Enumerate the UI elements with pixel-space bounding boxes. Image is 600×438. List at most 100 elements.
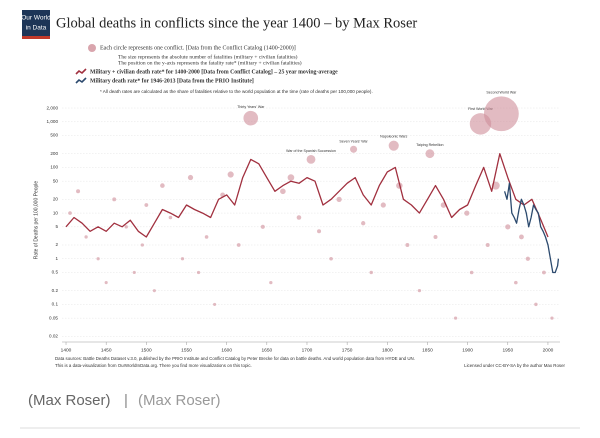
y-tick-label: 0.05	[49, 315, 58, 320]
x-tick-label: 1500	[141, 347, 152, 353]
conflict-circle	[196, 270, 201, 275]
rate-line	[503, 182, 560, 274]
conflict-label: War of the Spanish Succession	[286, 149, 336, 153]
y-tick-label: 500	[50, 133, 58, 138]
conflict-circle	[433, 234, 438, 239]
y-tick-label: 1	[55, 256, 58, 261]
source: Data sources: Battle Deaths Dataset v.3.…	[55, 356, 415, 361]
caption-separator: |	[124, 392, 128, 409]
x-tick-label: 1400	[61, 347, 72, 353]
conflict-circle	[485, 243, 490, 247]
conflict-circle	[140, 243, 144, 247]
conflict-circle	[380, 202, 386, 208]
source: This is a data-visualization from OurWor…	[55, 363, 252, 368]
conflict-circle	[550, 316, 554, 320]
logo-text: in Data	[26, 25, 47, 32]
conflict-circle	[84, 235, 88, 239]
rate-line	[65, 153, 549, 238]
conflict-circle	[112, 197, 117, 202]
y-tick-label: 20	[53, 197, 59, 202]
y-tick-label: 10	[53, 210, 59, 215]
conflict-circle	[306, 154, 316, 164]
x-tick-label: 2000	[543, 347, 554, 353]
conflict-circle	[68, 211, 72, 215]
conflict-circle	[243, 110, 259, 126]
conflict-circle	[76, 189, 81, 194]
conflict-circle	[204, 235, 209, 239]
conflict-circle	[152, 289, 156, 293]
conflict-label: Napoleonic Wars	[380, 135, 407, 139]
conflict-label: Seven Years' War	[339, 140, 368, 144]
x-tick-label: 1950	[502, 347, 513, 353]
y-axis-label: Rate of Deaths per 100,000 People	[33, 181, 39, 260]
conflict-circle	[329, 256, 333, 261]
conflict-circle	[180, 257, 185, 261]
conflict-label: Taiping Rebellion	[416, 143, 443, 147]
conflict-circle	[227, 171, 234, 178]
y-tick-label: 0.1	[52, 302, 59, 307]
conflict-circle	[236, 243, 241, 247]
conflict-circle	[534, 302, 538, 307]
x-tick-label: 1800	[382, 347, 393, 353]
y-tick-label: 2	[55, 242, 58, 247]
conflict-circle	[296, 215, 302, 220]
conflict-circle	[132, 270, 136, 275]
chart-frame	[20, 0, 580, 376]
conflict-label: First World War	[468, 107, 494, 111]
conflict-circle	[104, 281, 108, 285]
legend-marker	[75, 68, 87, 75]
conflict-circle	[519, 234, 524, 240]
conflict-circle	[483, 96, 519, 132]
conflict-circle	[361, 221, 366, 226]
conflict-circle	[425, 149, 435, 159]
y-tick-label: 2,000	[47, 105, 59, 110]
y-tick-label: 1,000	[47, 119, 59, 124]
conflict-circle	[269, 280, 273, 285]
y-tick-label: 50	[53, 178, 59, 183]
caption: (Max Roser)	[138, 392, 221, 409]
y-tick-label: 0.5	[52, 270, 59, 275]
conflict-circle	[124, 225, 128, 229]
license: Licensed under CC-BY-SA by the author Ma…	[464, 363, 565, 368]
y-tick-label: 200	[50, 151, 58, 156]
footnote: * All death rates are calculated as the …	[100, 89, 373, 94]
conflict-circle	[144, 203, 149, 207]
conflict-circle	[168, 215, 173, 220]
note: The size represents the absolute number …	[118, 53, 298, 60]
logo	[22, 10, 50, 38]
logo-stripe	[22, 36, 50, 39]
conflict-label: Thirty Years' War	[237, 105, 265, 109]
x-tick-label: 1900	[462, 347, 473, 353]
logo-text: Our World	[21, 15, 51, 22]
note: The position on the y-axis represents th…	[118, 59, 302, 66]
x-tick-label: 1850	[422, 347, 433, 353]
y-tick-label: 0.2	[52, 288, 59, 293]
conflict-label: Second World War	[486, 90, 517, 94]
conflict-circle	[405, 243, 410, 247]
conflict-circle	[336, 196, 342, 202]
conflict-circle	[260, 224, 265, 229]
legend-marker	[88, 44, 96, 52]
conflict-circle	[453, 316, 458, 320]
conflict-circle	[369, 270, 373, 275]
y-tick-label: 100	[50, 165, 58, 170]
x-tick-label: 1750	[342, 347, 353, 353]
legend-label: Each circle represents one conflict. [Da…	[100, 44, 296, 51]
conflict-circle	[160, 183, 165, 188]
y-tick-label: 5	[55, 224, 58, 229]
x-tick-label: 1450	[101, 347, 112, 353]
conflict-circle	[417, 288, 422, 293]
conflict-circle	[514, 280, 518, 285]
conflict-circle	[96, 257, 100, 261]
x-tick-label: 1650	[261, 347, 272, 353]
caption: (Max Roser)	[28, 392, 111, 409]
legend-label: Military + civilian death rate* for 1400…	[90, 69, 338, 75]
x-tick-label: 1700	[302, 347, 313, 353]
x-tick-label: 1600	[221, 347, 232, 353]
chart-title: Global deaths in conflicts since the yea…	[56, 15, 417, 31]
conflict-circle	[287, 174, 295, 181]
conflict-circle	[542, 270, 546, 275]
conflict-circle	[388, 140, 399, 151]
